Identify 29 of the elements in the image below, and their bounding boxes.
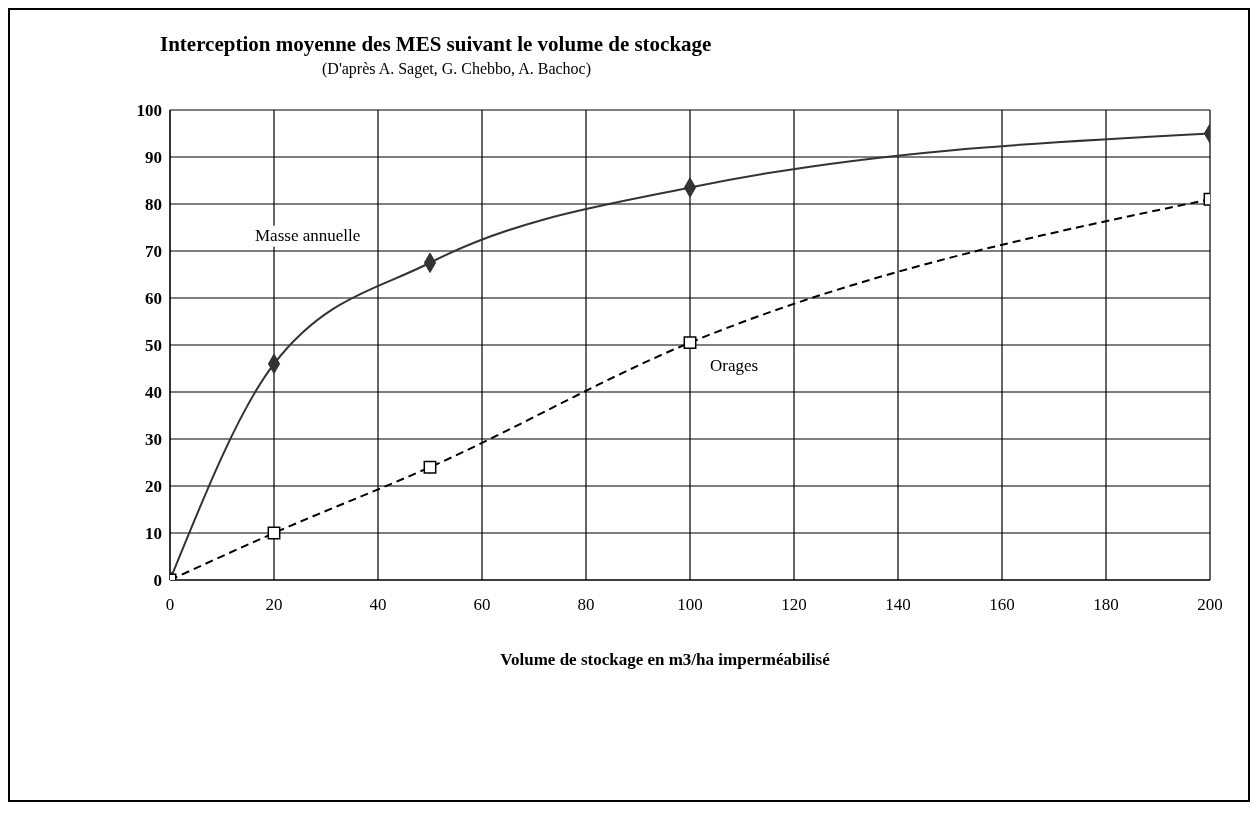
x-tick-label: 60 bbox=[473, 595, 491, 615]
y-tick-label: 80 bbox=[145, 195, 162, 215]
x-tick-label: 160 bbox=[989, 595, 1015, 615]
x-axis-title: Volume de stockage en m3/ha imperméabilisé bbox=[499, 650, 831, 670]
y-tick-label: 70 bbox=[145, 242, 162, 262]
point bbox=[423, 460, 437, 474]
y-tick-label: 50 bbox=[145, 336, 162, 356]
y-tick-label: 60 bbox=[145, 289, 162, 309]
chart-subtitle: (D'après A. Saget, G. Chebbo, A. Bachoc) bbox=[322, 60, 592, 78]
x-tick-label: 120 bbox=[781, 595, 807, 615]
series-label: Orages bbox=[710, 355, 759, 375]
x-tick-label: 0 bbox=[165, 595, 175, 615]
text: Masse annuelle bbox=[255, 225, 361, 245]
point bbox=[683, 336, 697, 350]
x-tick-label: 20 bbox=[265, 595, 283, 615]
x-tick-label: 140 bbox=[885, 595, 911, 615]
y-tick-label: 10 bbox=[145, 524, 162, 544]
x-tick-label: 40 bbox=[369, 595, 387, 615]
y-tick-label: 100 bbox=[136, 101, 162, 121]
y-tick-label: 40 bbox=[145, 383, 162, 403]
x-tick-label: 180 bbox=[1093, 595, 1119, 615]
y-tick-label: 30 bbox=[145, 430, 162, 450]
chart-title: Interception moyenne des MES suivant le volume de stockage bbox=[160, 32, 712, 57]
x-tick-label: 200 bbox=[1197, 595, 1223, 615]
x-tick-label: 80 bbox=[577, 595, 595, 615]
y-tick-label: 90 bbox=[145, 148, 162, 168]
y-tick-label: 20 bbox=[145, 477, 162, 497]
x-tick-label: 100 bbox=[677, 595, 703, 615]
y-tick-label: 0 bbox=[153, 571, 162, 591]
